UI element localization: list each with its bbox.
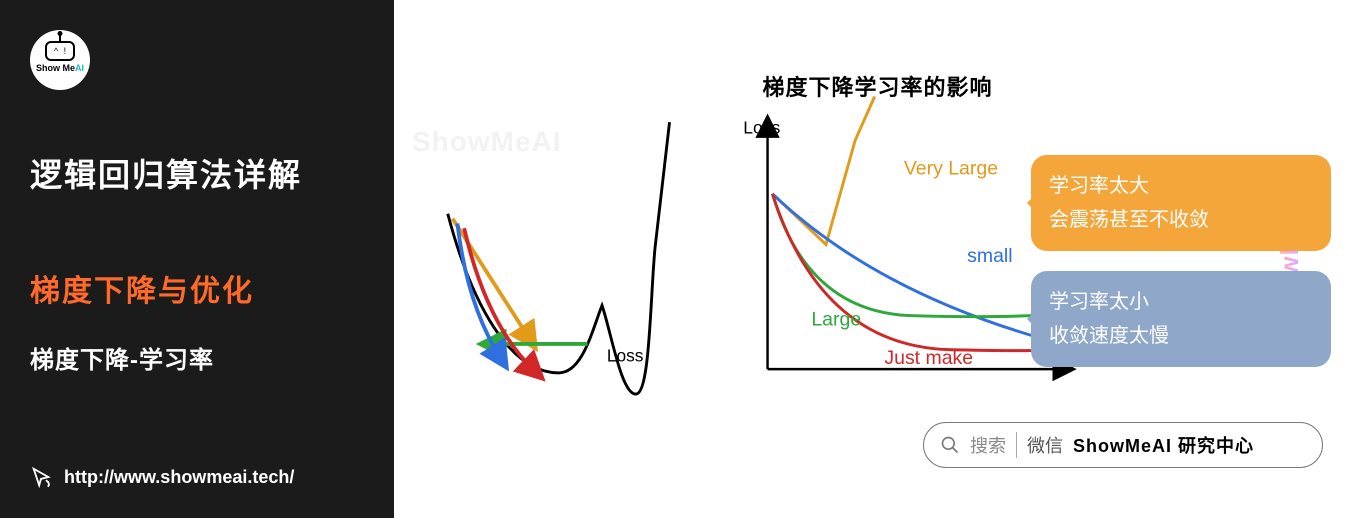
slide-subsection: 梯度下降-学习率: [30, 340, 364, 375]
logo-circle: ^! Show MeAI: [30, 30, 90, 90]
loss-label: Loss: [607, 345, 644, 365]
website-url: http://www.showmeai.tech/: [64, 467, 294, 488]
lr-label-small: small: [967, 245, 1012, 267]
cursor-icon: [30, 466, 52, 488]
y-axis-label: Loss: [743, 117, 780, 137]
search-placeholder: 搜索: [970, 432, 1017, 458]
lr-label-large: Large: [811, 308, 861, 330]
logo: ^! Show MeAI: [30, 30, 364, 90]
callouts: 学习率太大 会震荡甚至不收敛 学习率太小 收敛速度太慢: [1031, 155, 1331, 367]
slide-section: 梯度下降与优化: [30, 266, 364, 310]
callout-small-lr: 学习率太小 收敛速度太慢: [1031, 271, 1331, 367]
search-source: 微信: [1027, 432, 1063, 458]
lr-label-just_make: Just make: [884, 347, 973, 369]
callout-large-lr: 学习率太大 会震荡甚至不收敛: [1031, 155, 1331, 251]
logo-text: Show MeAI: [36, 63, 84, 73]
loss-landscape-diagram: Loss: [414, 112, 684, 412]
left-svg: Loss: [414, 112, 684, 412]
main-panel: ShowMeAI ShowMeAI 梯度下降学习率的影响: [394, 0, 1361, 518]
callout-line: 学习率太小: [1049, 285, 1313, 319]
gd-arrow: [457, 223, 500, 358]
callout-line: 收敛速度太慢: [1049, 319, 1313, 353]
slide-title: 逻辑回归算法详解: [30, 150, 364, 196]
search-pill[interactable]: 搜索 微信 ShowMeAI 研究中心: [923, 422, 1323, 468]
learning-rate-chart: Loss Very Large small Large Just make: [714, 112, 1084, 412]
sidebar: ^! Show MeAI 逻辑回归算法详解 梯度下降与优化 梯度下降-学习率 h…: [0, 0, 394, 518]
chart-title: 梯度下降学习率的影响: [414, 70, 1341, 102]
search-brand: ShowMeAI 研究中心: [1073, 432, 1254, 458]
website-link[interactable]: http://www.showmeai.tech/: [30, 466, 294, 488]
search-icon: [940, 435, 960, 455]
lr-label-very_large: Very Large: [904, 157, 998, 179]
robot-icon: ^!: [45, 41, 75, 61]
lr-curve-very_large: [772, 96, 874, 244]
right-svg: Loss Very Large small Large Just make: [714, 112, 1084, 412]
callout-line: 学习率太大: [1049, 169, 1313, 203]
callout-line: 会震荡甚至不收敛: [1049, 203, 1313, 237]
